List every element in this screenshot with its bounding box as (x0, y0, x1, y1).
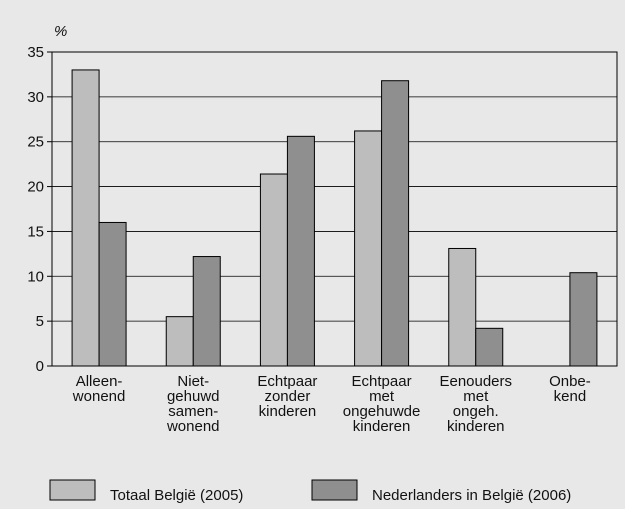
bar (569, 272, 598, 367)
legend-label: Nederlanders in België (2006) (372, 487, 571, 504)
y-tick-label: 0 (36, 358, 44, 375)
legend-label: Totaal België (2005) (110, 487, 243, 504)
y-tick-label: 10 (27, 268, 44, 285)
x-tick-label: Echtpaar zonder kinderen (257, 373, 317, 420)
bar (165, 316, 194, 367)
bar (286, 135, 315, 367)
y-tick-label: 25 (27, 134, 44, 151)
y-tick-label: 20 (27, 179, 44, 196)
bar (98, 221, 127, 367)
x-tick-label: Eenouders met ongeh. kinderen (439, 373, 512, 435)
y-unit: % (54, 23, 67, 40)
plot-frame (51, 51, 618, 367)
x-tick-label: Niet-gehuwd samen-wonend (166, 373, 220, 435)
bar (475, 327, 504, 367)
legend-swatch (49, 479, 96, 501)
y-tick-label: 15 (27, 223, 44, 240)
x-tick-label: Echtpaar met ongehuwde kinderen (343, 373, 421, 435)
bar (192, 256, 221, 367)
x-tick-label: Alleen-wonend (72, 373, 126, 405)
bar (259, 173, 288, 367)
x-tick-label: Onbe-kend (549, 373, 591, 405)
bar (354, 130, 383, 367)
y-tick-label: 5 (36, 313, 44, 330)
legend-swatch (311, 479, 358, 501)
bar (71, 69, 100, 367)
bar (448, 247, 477, 367)
y-tick-label: 35 (27, 44, 44, 61)
bar (381, 80, 410, 367)
y-tick-label: 30 (27, 89, 44, 106)
